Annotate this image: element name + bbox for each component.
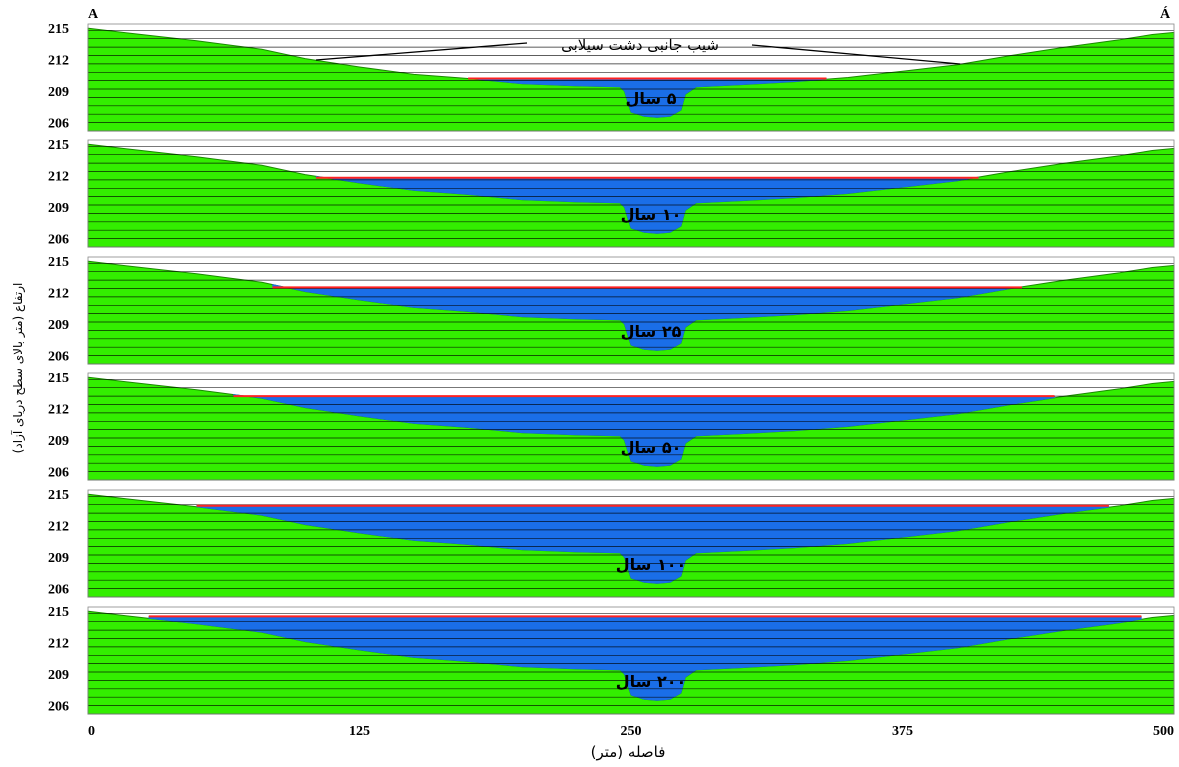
- water-area: [233, 394, 1055, 467]
- return-period-label: ۵۰ سال: [621, 438, 682, 457]
- panel-frame: [87, 23, 1175, 132]
- panel-frame: [87, 489, 1175, 598]
- y-tick-label: 209: [48, 318, 69, 333]
- panel-10-year: ۱۰ سال: [87, 139, 1175, 248]
- y-tick-label: 206: [48, 466, 69, 481]
- x-tick-label: 500: [1153, 724, 1174, 739]
- annotation-leader-left: [315, 42, 528, 61]
- return-period-label: ۲۵ سال: [621, 322, 682, 341]
- y-tick-label: 206: [48, 233, 69, 248]
- y-tick-label: 215: [48, 138, 69, 153]
- y-tick-label: 206: [48, 117, 69, 132]
- return-period-label: ۲۰۰ سال: [616, 672, 687, 691]
- annotation-leader-right: [751, 44, 961, 65]
- water-area: [272, 284, 1023, 351]
- water-area: [196, 505, 1110, 584]
- y-tick-label: 209: [48, 85, 69, 100]
- y-tick-label: 206: [48, 350, 69, 365]
- x-tick-label: 375: [892, 724, 913, 739]
- y-tick-label: 212: [48, 637, 69, 652]
- panel-frame: [87, 606, 1175, 715]
- y-tick-label: 209: [48, 434, 69, 449]
- y-tick-label: 209: [48, 201, 69, 216]
- y-tick-label: 215: [48, 255, 69, 270]
- x-tick-label: 0: [88, 724, 95, 739]
- y-tick-label: 212: [48, 287, 69, 302]
- y-tick-label: 212: [48, 403, 69, 418]
- panel-5-year: ۵ سال: [87, 23, 1175, 132]
- panel-200-year: ۲۰۰ سال: [87, 606, 1175, 715]
- panel-100-year: ۱۰۰ سال: [87, 489, 1175, 598]
- water-area: [148, 616, 1142, 701]
- annotation-floodplain-slope: شیب جانبی دشت سیلابی: [561, 36, 719, 54]
- return-period-label: ۱۰۰ سال: [616, 555, 687, 574]
- return-period-label: ۵ سال: [626, 89, 677, 108]
- y-tick-label: 206: [48, 583, 69, 598]
- x-tick-labels: 0 125 250 375 500: [88, 724, 1174, 739]
- return-period-label: ۱۰ سال: [621, 205, 682, 224]
- y-tick-label: 206: [48, 700, 69, 715]
- panel-frame: [87, 372, 1175, 481]
- y-tick-label: 212: [48, 170, 69, 185]
- y-tick-label: 215: [48, 488, 69, 503]
- y-tick-label: 209: [48, 551, 69, 566]
- y-tick-label: 212: [48, 520, 69, 535]
- corner-label-right: Á: [1160, 5, 1171, 22]
- x-tick-label: 125: [349, 724, 370, 739]
- panel-25-year: ۲۵ سال: [87, 256, 1175, 365]
- y-tick-label: 215: [48, 22, 69, 37]
- y-axis-title: ارتفاع (متر بالای سطح دریای آزاد): [10, 283, 26, 454]
- panel-frame: [87, 139, 1175, 248]
- panels: ۵ سال ۱۰ سال ۲۵ سال ۵۰ سال ۱۰۰ سال ۲۰۰ سال: [87, 23, 1175, 715]
- y-tick-label: 209: [48, 668, 69, 683]
- x-tick-label: 250: [621, 724, 642, 739]
- y-tick-labels: 215 212 209 206 215 212 209 206 215 212 209 206 215 2…: [48, 22, 69, 714]
- y-tick-label: 215: [48, 371, 69, 386]
- x-axis-title: فاصله (متر): [591, 743, 666, 761]
- y-tick-label: 212: [48, 54, 69, 69]
- corner-label-left: A: [88, 7, 99, 22]
- panel-frame: [87, 256, 1175, 365]
- panel-50-year: ۵۰ سال: [87, 372, 1175, 481]
- y-tick-label: 215: [48, 605, 69, 620]
